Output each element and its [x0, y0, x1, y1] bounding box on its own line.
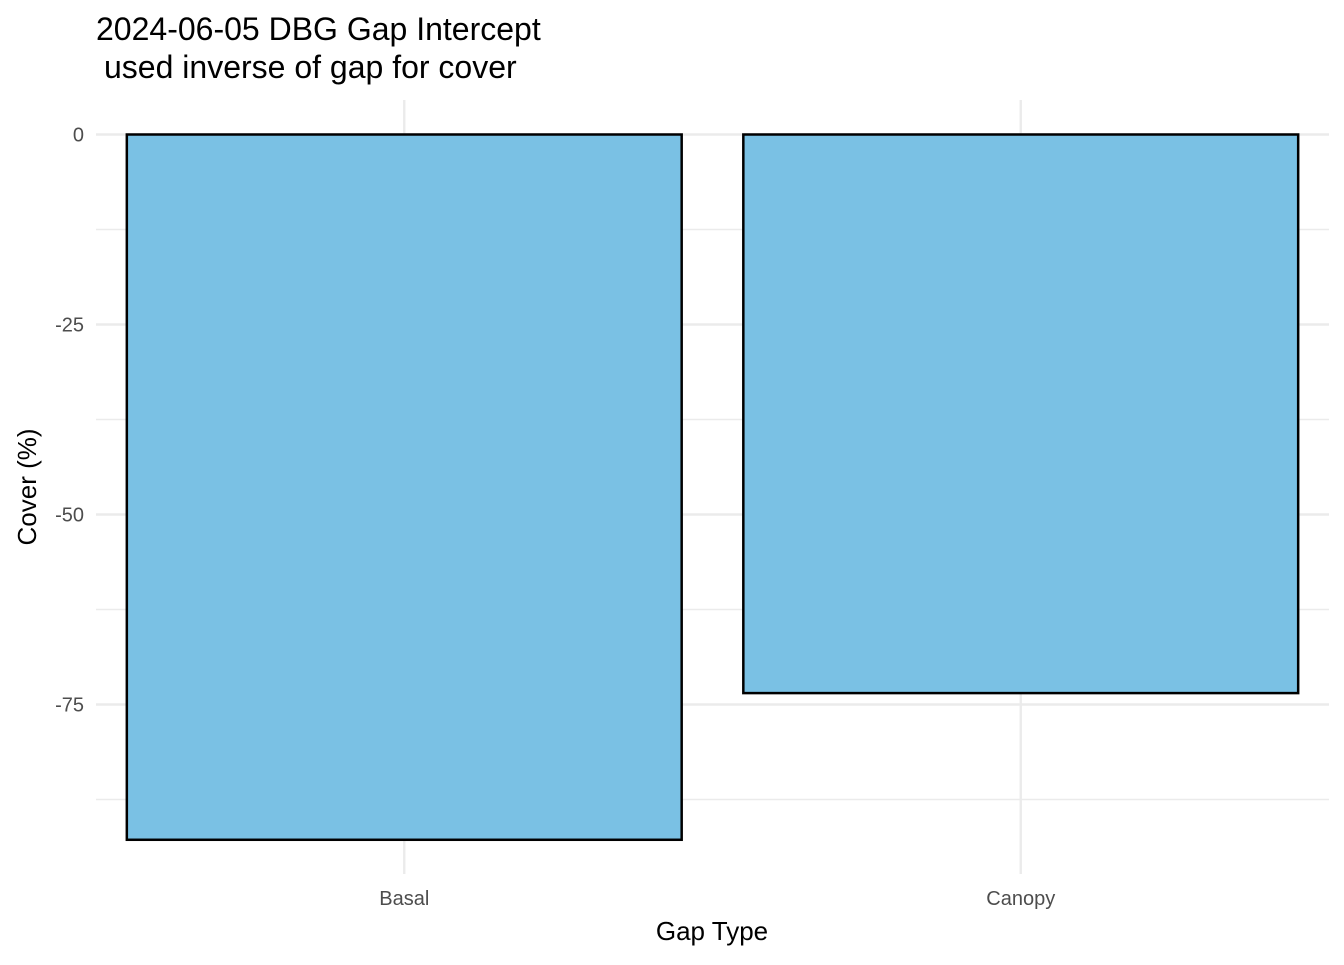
y-tick-label: 0: [73, 125, 84, 147]
x-tick-label: Canopy: [986, 888, 1055, 910]
tick-label-layer: 0 -25 -50 -75 Basal Canopy: [55, 125, 1055, 911]
y-axis-title: Cover (%): [12, 428, 42, 545]
bar-basal: [125, 133, 683, 842]
bar-layer: [125, 133, 1300, 842]
y-tick-label: -25: [55, 315, 84, 337]
x-tick-label: Basal: [379, 888, 429, 910]
x-axis-title: Gap Type: [656, 916, 768, 946]
bar-canopy: [742, 133, 1300, 695]
y-tick-label: -75: [55, 695, 84, 717]
y-tick-label: -50: [55, 505, 84, 527]
chart-title: 2024-06-05 DBG Gap Intercept: [96, 11, 541, 47]
chart-subtitle: used inverse of gap for cover: [104, 49, 517, 85]
